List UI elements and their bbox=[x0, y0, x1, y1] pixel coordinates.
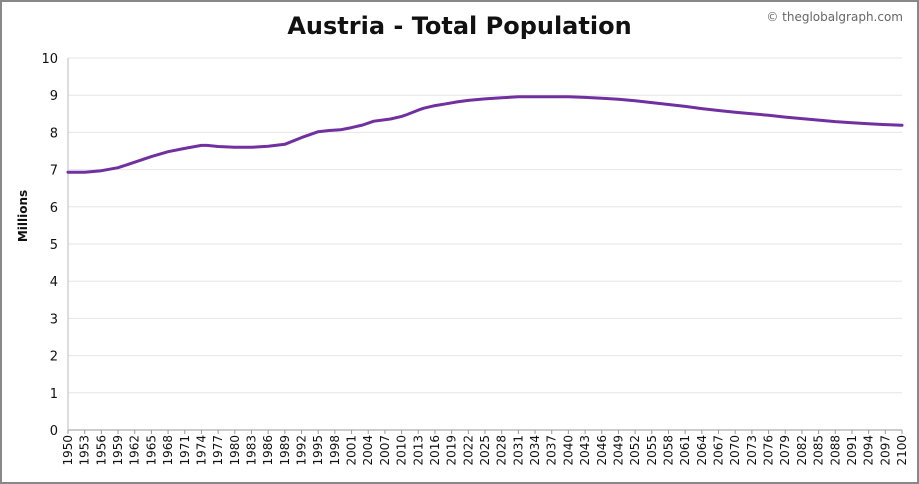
x-tick-label: 1974 bbox=[194, 435, 208, 466]
x-tick-label: 2028 bbox=[495, 435, 509, 466]
chart-title: Austria - Total Population bbox=[287, 12, 632, 40]
x-tick-label: 1965 bbox=[144, 435, 158, 466]
population-line bbox=[66, 95, 904, 174]
x-tick-label: 1980 bbox=[228, 435, 242, 466]
x-tick-label: 2055 bbox=[645, 435, 659, 466]
credit-text: © theglobalgraph.com bbox=[766, 10, 903, 24]
x-tick-label: 2034 bbox=[528, 435, 542, 466]
x-tick-label: 1959 bbox=[111, 435, 125, 466]
y-tick-label: 8 bbox=[50, 126, 58, 141]
x-tick-label: 2067 bbox=[712, 435, 726, 466]
x-tick-label: 1962 bbox=[128, 435, 142, 466]
x-tick-label: 1998 bbox=[328, 435, 342, 466]
x-tick-label: 1992 bbox=[295, 435, 309, 466]
y-tick-label: 6 bbox=[50, 201, 58, 216]
x-tick-label: 2100 bbox=[895, 435, 909, 466]
y-tick-label: 5 bbox=[50, 238, 58, 253]
x-tick-label: 2043 bbox=[578, 435, 592, 466]
x-tick-label: 2022 bbox=[461, 435, 475, 466]
x-tick-label: 2088 bbox=[828, 435, 842, 466]
x-tick-label: 2046 bbox=[595, 435, 609, 466]
x-tick-label: 1953 bbox=[78, 435, 92, 466]
x-tick-label: 2019 bbox=[445, 435, 459, 466]
x-tick-label: 2082 bbox=[795, 435, 809, 466]
y-tick-label: 10 bbox=[41, 52, 58, 67]
x-tick-label: 2013 bbox=[411, 435, 425, 466]
x-tick-label: 2085 bbox=[812, 435, 826, 466]
y-tick-label: 2 bbox=[50, 350, 58, 365]
x-tick-label: 2025 bbox=[478, 435, 492, 466]
x-tick-label: 2079 bbox=[778, 435, 792, 466]
x-tick-label: 2094 bbox=[862, 435, 876, 466]
x-tick-label: 1971 bbox=[178, 435, 192, 466]
x-tick-label: 1968 bbox=[161, 435, 175, 466]
x-tick-label: 2001 bbox=[345, 435, 359, 466]
x-tick-label: 2058 bbox=[661, 435, 675, 466]
x-tick-label: 2076 bbox=[762, 435, 776, 466]
x-tick-label: 2007 bbox=[378, 435, 392, 466]
x-tick-label: 2010 bbox=[395, 435, 409, 466]
y-tick-label: 3 bbox=[50, 312, 58, 327]
y-tick-label: 7 bbox=[50, 164, 58, 179]
y-tick-label: 1 bbox=[50, 387, 58, 402]
y-tick-label: 4 bbox=[50, 275, 58, 290]
x-tick-label: 2040 bbox=[561, 435, 575, 466]
x-tick-label: 2052 bbox=[628, 435, 642, 466]
x-tick-label: 1983 bbox=[244, 435, 258, 466]
x-tick-label: 2004 bbox=[361, 435, 375, 466]
x-tick-label: 2070 bbox=[728, 435, 742, 466]
x-tick-label: 2049 bbox=[611, 435, 625, 466]
x-tick-label: 2064 bbox=[695, 435, 709, 466]
x-tick-label: 1986 bbox=[261, 435, 275, 466]
x-tick-label: 2097 bbox=[878, 435, 892, 466]
x-tick-label: 1989 bbox=[278, 435, 292, 466]
x-tick-label: 1956 bbox=[94, 435, 108, 466]
y-tick-label: 0 bbox=[50, 424, 58, 439]
x-tick-label: 2031 bbox=[511, 435, 525, 466]
x-tick-label: 1950 bbox=[61, 435, 75, 466]
y-tick-label: 9 bbox=[50, 89, 58, 104]
x-tick-label: 2037 bbox=[545, 435, 559, 466]
x-tick-label: 1977 bbox=[211, 435, 225, 466]
x-tick-label: 1995 bbox=[311, 435, 325, 466]
x-tick-label: 2016 bbox=[428, 435, 442, 466]
x-tick-label: 2091 bbox=[845, 435, 859, 466]
x-tick-label: 2061 bbox=[678, 435, 692, 466]
x-tick-label: 2073 bbox=[745, 435, 759, 466]
